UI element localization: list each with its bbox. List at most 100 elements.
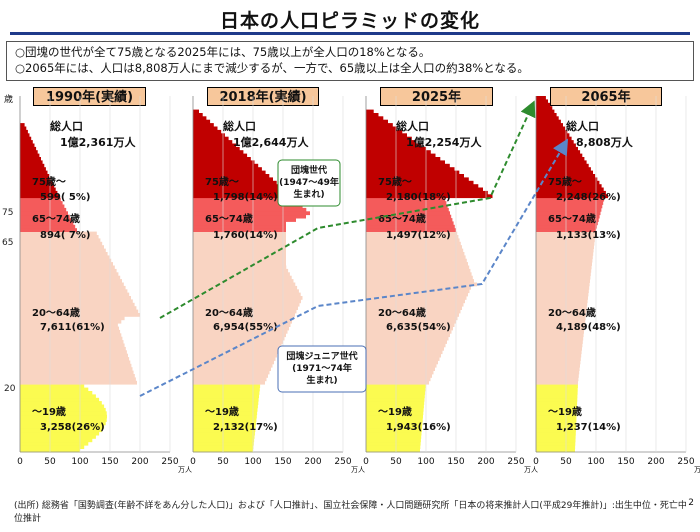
age-bar xyxy=(366,285,471,290)
x-tick-label: 0 xyxy=(533,457,539,467)
age-bar xyxy=(20,241,103,246)
age-bar xyxy=(193,126,218,131)
age-bar xyxy=(20,129,28,134)
age-bar xyxy=(536,207,602,212)
age-bar xyxy=(366,404,424,409)
x-tick-label: 100 xyxy=(587,457,604,467)
age-bar xyxy=(193,184,281,188)
age-bar xyxy=(20,123,25,127)
x-tick-label: 50 xyxy=(560,457,572,467)
age-bar xyxy=(536,180,600,185)
age-bar xyxy=(536,394,578,399)
age-bar xyxy=(193,238,286,243)
panel-header-1990: 1990年(実績) xyxy=(33,87,146,106)
age-bar xyxy=(536,387,578,392)
age-bar xyxy=(536,285,590,290)
age-bar xyxy=(193,167,262,171)
age-bar xyxy=(193,163,259,168)
age-bar xyxy=(366,187,483,192)
age-bar xyxy=(20,404,105,409)
age-bar xyxy=(193,350,279,355)
age-bar xyxy=(536,102,551,107)
age-bar xyxy=(536,224,597,229)
age-bar xyxy=(193,146,240,151)
age-bar xyxy=(536,197,605,202)
age-bar xyxy=(536,397,578,402)
age-bar xyxy=(193,377,267,382)
age-bar xyxy=(536,282,590,287)
age-bar xyxy=(536,407,577,412)
age-bar xyxy=(366,163,450,168)
age-bar xyxy=(193,123,214,127)
age-bar xyxy=(536,258,593,263)
panel-header-2018: 2018年(実績) xyxy=(207,87,319,106)
dankai-junior-annotation-text: 生まれ) xyxy=(306,374,337,386)
age-bar xyxy=(20,306,137,310)
group-value: 3,258(26%) xyxy=(40,422,105,433)
age-bar xyxy=(536,99,548,104)
age-bar xyxy=(193,319,292,324)
age-bar xyxy=(366,370,434,375)
age-bar xyxy=(366,129,403,134)
age-bar xyxy=(193,258,286,263)
group-value: 1,798(14%) xyxy=(213,192,278,203)
x-tick-label: 50 xyxy=(217,457,229,467)
age-bar xyxy=(536,221,598,226)
x-tick-label: 0 xyxy=(190,457,196,467)
age-bar xyxy=(536,374,579,378)
age-bar xyxy=(193,241,286,246)
source-footnote: (出所) 総務省「国勢調査(年齢不詳をあん分した人口)」および「人口推計」、国立… xyxy=(14,501,687,524)
age-bar xyxy=(20,157,41,161)
age-bar xyxy=(193,407,258,412)
age-bar xyxy=(193,306,298,310)
age-bar xyxy=(20,302,135,307)
age-bar xyxy=(193,391,260,395)
group-value: 2,180(18%) xyxy=(386,192,451,203)
group-value: 2,248(26%) xyxy=(556,192,621,203)
title-underline xyxy=(10,32,690,35)
age-bar xyxy=(366,333,450,338)
group-label: 20～64歳 xyxy=(205,306,253,319)
age-bar xyxy=(20,357,130,361)
age-bar xyxy=(366,184,479,188)
age-bar xyxy=(536,96,546,100)
age-bar xyxy=(193,133,225,138)
age-bar xyxy=(366,123,393,127)
age-bar xyxy=(366,150,431,154)
dankai-annotation-text: 団塊世代 xyxy=(291,164,327,176)
age-bar xyxy=(20,343,125,348)
group-label: 65～74歳 xyxy=(32,212,80,225)
age-bar xyxy=(193,265,287,270)
age-bar xyxy=(20,418,107,422)
panel-header-2025: 2025年 xyxy=(380,87,493,106)
summary-bullet-1: ○団塊の世代が全て75歳となる2025年には、75歳以上が全人口の18%となる。 xyxy=(15,45,431,59)
age-bar xyxy=(193,309,297,314)
age-bar xyxy=(193,285,298,290)
x-tick-label: 100 xyxy=(417,457,434,467)
dankai-junior-annotation-text: 団塊ジュニア世代 xyxy=(286,350,357,362)
age-bar xyxy=(366,221,454,226)
age-bar xyxy=(536,340,583,344)
age-bar xyxy=(536,140,574,144)
age-bar xyxy=(20,414,107,419)
age-bar xyxy=(366,306,462,310)
age-bar xyxy=(366,238,460,243)
age-bar xyxy=(366,323,455,327)
age-bar xyxy=(20,194,59,199)
age-bar xyxy=(536,421,577,426)
age-bar xyxy=(536,214,600,219)
age-bar xyxy=(193,157,251,161)
age-bar xyxy=(20,435,96,439)
age-bar xyxy=(536,262,592,266)
age-bar xyxy=(366,289,470,294)
x-axis-unit: 万人 xyxy=(524,466,538,474)
age-bar xyxy=(20,377,136,382)
age-bar xyxy=(366,258,467,263)
age-bar xyxy=(20,258,112,263)
age-bar xyxy=(366,401,425,405)
age-bar xyxy=(366,262,468,266)
age-bar xyxy=(193,323,291,327)
age-bar xyxy=(20,248,106,253)
age-bar xyxy=(366,407,424,412)
group-value: 1,133(13%) xyxy=(556,230,621,241)
